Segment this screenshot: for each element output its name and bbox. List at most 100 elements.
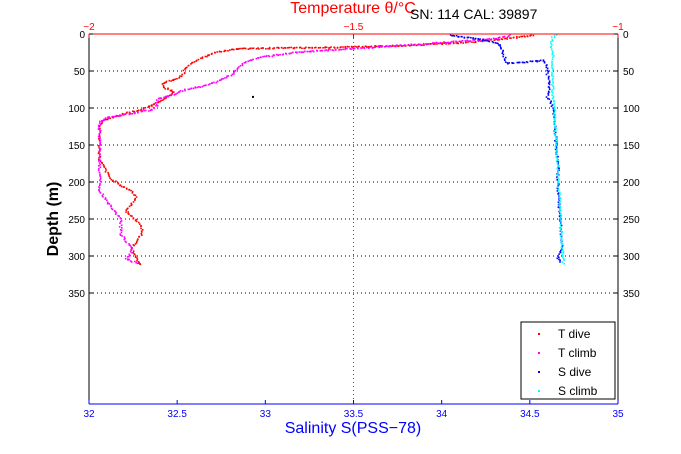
data-point <box>136 262 139 265</box>
data-point <box>551 79 554 81</box>
data-point <box>508 62 510 64</box>
data-point <box>545 96 548 98</box>
data-point <box>99 177 102 180</box>
data-point <box>120 219 123 222</box>
data-point <box>348 46 350 48</box>
data-point <box>172 91 175 93</box>
data-point <box>164 88 167 90</box>
data-point <box>552 86 555 88</box>
data-point <box>224 49 226 52</box>
data-point <box>97 124 100 127</box>
data-point <box>555 143 557 145</box>
data-point <box>108 116 111 118</box>
data-point <box>184 88 186 91</box>
x-bottom-tick-label: 32 <box>83 409 95 420</box>
data-point <box>539 59 542 62</box>
x-bottom-tick-label: 35 <box>612 409 624 420</box>
data-point <box>344 48 346 51</box>
data-point <box>504 59 506 62</box>
data-point <box>393 45 395 47</box>
data-point <box>294 51 297 54</box>
data-point <box>557 159 559 161</box>
data-point <box>325 46 328 49</box>
data-point <box>458 40 461 43</box>
data-point <box>309 50 312 53</box>
data-point <box>400 44 402 47</box>
chart-title: SN: 114 CAL: 39897 <box>410 6 538 22</box>
data-point <box>107 171 109 174</box>
data-point <box>552 99 555 102</box>
data-point <box>438 42 441 45</box>
data-point <box>319 50 322 52</box>
data-point <box>556 167 559 170</box>
data-point <box>216 51 219 53</box>
data-point <box>555 136 557 138</box>
data-point <box>518 61 521 64</box>
data-point <box>526 61 529 64</box>
data-point <box>552 55 555 57</box>
data-point <box>171 90 173 93</box>
data-point <box>167 88 169 91</box>
data-point <box>255 47 258 50</box>
data-point <box>216 80 219 83</box>
data-point <box>551 73 553 75</box>
data-point <box>352 48 355 50</box>
data-point <box>118 226 121 228</box>
data-point <box>561 253 564 256</box>
data-point <box>547 82 550 85</box>
data-point <box>518 36 521 38</box>
data-point <box>560 234 563 236</box>
data-point <box>485 38 488 41</box>
data-point <box>560 230 562 233</box>
data-point <box>128 243 130 245</box>
data-point <box>378 46 381 49</box>
data-point <box>467 36 470 39</box>
data-point <box>502 53 505 56</box>
data-point <box>137 221 140 224</box>
data-point <box>131 112 134 115</box>
data-point <box>167 87 169 90</box>
data-point <box>226 75 228 78</box>
data-point <box>131 192 134 194</box>
data-point <box>557 202 560 205</box>
data-point <box>120 114 123 117</box>
data-point <box>235 48 238 51</box>
data-point <box>416 44 419 46</box>
data-point <box>555 152 557 155</box>
data-point <box>99 173 101 176</box>
data-point <box>333 46 335 49</box>
data-point <box>495 37 498 40</box>
data-point <box>99 183 101 185</box>
data-point <box>473 41 475 44</box>
data-point <box>488 37 491 40</box>
data-point <box>120 231 123 234</box>
data-point <box>175 93 177 95</box>
data-point <box>557 177 559 179</box>
data-point <box>334 49 337 51</box>
data-point <box>557 255 559 257</box>
data-point <box>494 38 497 40</box>
data-point <box>552 107 554 109</box>
data-point <box>148 105 151 107</box>
data-point <box>390 45 393 48</box>
data-point <box>553 110 555 112</box>
data-point <box>361 46 364 48</box>
data-point <box>547 92 549 95</box>
data-point <box>138 223 141 225</box>
data-point <box>244 47 247 50</box>
data-point <box>257 47 259 49</box>
data-point <box>149 109 152 112</box>
data-point <box>558 253 560 255</box>
data-point <box>233 71 235 74</box>
data-point <box>554 135 557 137</box>
data-point <box>143 109 145 112</box>
data-point <box>385 45 388 47</box>
data-point <box>102 196 104 198</box>
data-point <box>546 67 549 70</box>
data-point <box>509 37 511 39</box>
data-point <box>99 141 102 144</box>
legend-box <box>520 321 616 400</box>
data-point <box>98 133 101 135</box>
data-point <box>144 106 147 109</box>
data-point <box>120 224 123 227</box>
